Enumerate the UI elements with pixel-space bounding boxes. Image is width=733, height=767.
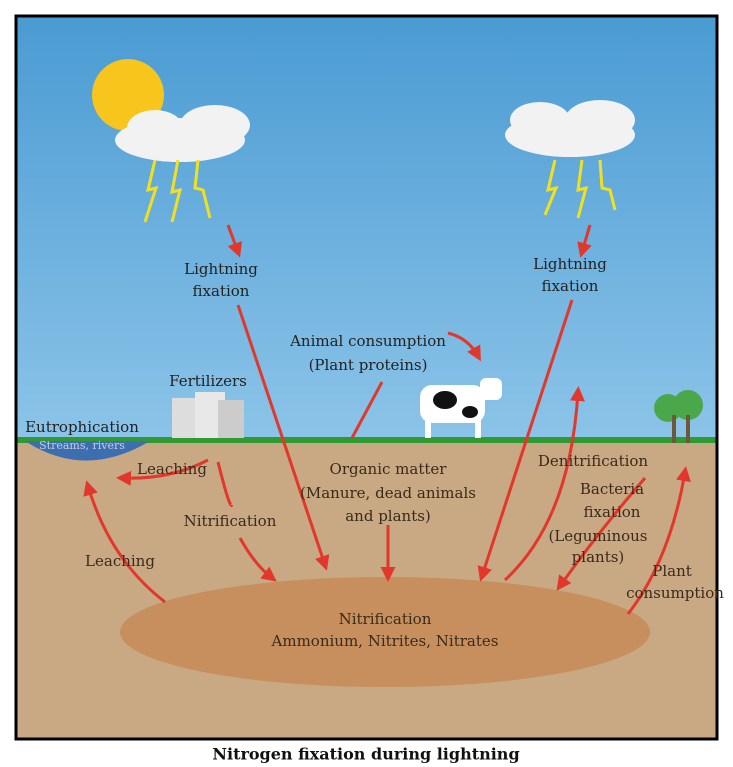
- label: Leaching: [85, 552, 155, 570]
- fertilizer-bags: [172, 392, 244, 438]
- nitrogen-pool: [120, 577, 650, 687]
- label: Plant: [652, 562, 692, 580]
- label: fixation: [193, 282, 250, 300]
- label: and plants): [345, 507, 431, 525]
- caption: Nitrogen fixation during lightning: [212, 745, 519, 764]
- label: (Manure, dead animals: [300, 484, 476, 502]
- arrows: [83, 224, 691, 615]
- label: Denitrification: [538, 452, 649, 470]
- label: Streams, rivers: [39, 439, 125, 452]
- label: fixation: [584, 503, 641, 521]
- label: plants): [572, 548, 625, 566]
- stream: [25, 441, 150, 461]
- lightning-bolts: [143, 159, 617, 223]
- label: Ammonium, Nitrites, Nitrates: [271, 632, 499, 650]
- label: (Plant proteins): [309, 356, 428, 374]
- frame: [14, 14, 719, 741]
- label: Leaching: [137, 460, 207, 478]
- label: fixation: [542, 277, 599, 295]
- label: Bacteria: [580, 480, 644, 498]
- label: Nitrification: [184, 512, 277, 530]
- clouds: [115, 100, 635, 162]
- label: Organic matter: [330, 460, 448, 478]
- label: Animal consumption: [289, 332, 446, 350]
- cow: [420, 378, 502, 438]
- plants: [654, 390, 703, 443]
- label: Fertilizers: [169, 372, 247, 390]
- label: Eutrophication: [25, 418, 139, 436]
- grass: [16, 437, 717, 443]
- label: (Leguminous: [548, 527, 647, 545]
- label: consumption: [626, 584, 724, 602]
- label: Lightning: [533, 255, 607, 273]
- label: Nitrification: [339, 610, 432, 628]
- label: Lightning: [184, 260, 258, 278]
